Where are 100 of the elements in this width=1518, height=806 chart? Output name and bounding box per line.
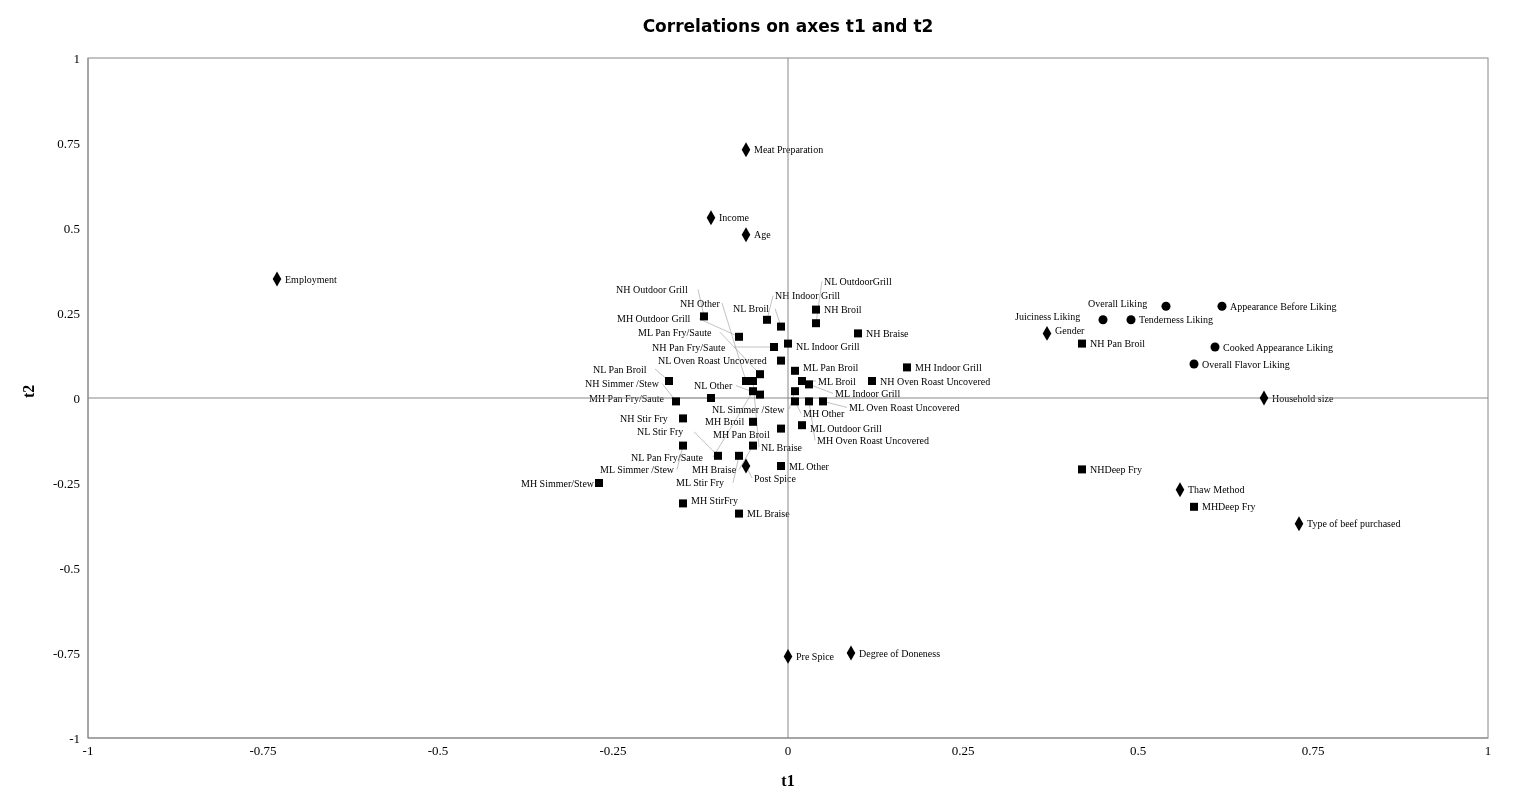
point <box>791 397 799 406</box>
annotation: MH Oven Roast Uncovered <box>817 434 929 446</box>
point <box>742 377 750 385</box>
point <box>735 509 743 518</box>
point <box>679 499 687 508</box>
y-axis-title: t2 <box>19 384 37 398</box>
annotation: NL OutdoorGrill <box>824 275 892 287</box>
annotation: NHDeep Fry <box>1090 463 1142 475</box>
point <box>1217 301 1227 311</box>
point <box>812 305 820 314</box>
y-tick-label: -0.75 <box>52 645 80 661</box>
x-tick-label: 0.25 <box>951 743 975 759</box>
y-tick-label: 0 <box>73 390 80 406</box>
y-tick-label: 1 <box>73 50 80 66</box>
point <box>854 329 862 338</box>
annotation: ML Other <box>789 460 830 472</box>
annotation: Overall Flavor Liking <box>1202 358 1290 370</box>
annotation: NH Stir Fry <box>620 412 668 424</box>
point <box>1161 301 1171 311</box>
point <box>749 417 757 426</box>
point <box>1210 342 1220 352</box>
point <box>777 322 785 331</box>
point <box>672 397 680 406</box>
y-tick-label: -0.5 <box>59 560 80 576</box>
point <box>805 397 813 406</box>
point <box>707 394 715 402</box>
chart-title: Correlations on axes t1 and t2 <box>641 16 935 36</box>
point <box>756 370 764 379</box>
annotation: NL Braise <box>761 441 803 453</box>
point <box>1189 359 1199 369</box>
annotation: NL Oven Roast Uncovered <box>658 355 767 367</box>
annotation: Juiciness Liking <box>1015 311 1081 323</box>
annotation: ML Stir Fry <box>676 477 724 489</box>
annotation: Cooked Appearance Liking <box>1223 341 1333 353</box>
annotation: ML Broil <box>818 375 856 387</box>
y-tick-label: 0.25 <box>57 305 80 321</box>
annotation: NL Indoor Grill <box>796 341 860 353</box>
annotation: ML Pan Broil <box>803 362 859 374</box>
point <box>819 397 827 406</box>
point <box>777 462 785 470</box>
annotation: MH Broil <box>705 416 745 428</box>
point <box>770 343 778 351</box>
annotation: Employment <box>285 273 337 285</box>
annotation: NL Broil <box>733 303 770 315</box>
annotation: ML Braise <box>747 508 791 520</box>
point <box>805 380 813 389</box>
x-axis-title: t1 <box>781 772 795 789</box>
point <box>868 377 876 385</box>
annotation: MH Pan Fry/Saute <box>589 392 665 404</box>
annotation: Household size <box>1272 392 1334 404</box>
x-tick-label: 0 <box>784 743 792 759</box>
point <box>798 377 806 385</box>
annotation: ML Indoor Grill <box>835 387 901 399</box>
point <box>791 387 799 396</box>
annotation: MH Braise <box>692 464 737 476</box>
annotation: MH Other <box>803 407 846 419</box>
point <box>1190 502 1198 511</box>
x-tick-label: 0.75 <box>1301 743 1325 759</box>
annotation: ML Pan Fry/Saute <box>638 326 713 338</box>
annotation: ML Oven Roast Uncovered <box>849 401 960 413</box>
point <box>749 387 757 396</box>
annotation: MH Simmer/Stew <box>521 477 595 489</box>
annotation: Appearance Before Liking <box>1230 300 1337 312</box>
point <box>777 424 785 433</box>
point <box>735 332 743 341</box>
annotation: ML Outdoor Grill <box>810 422 883 434</box>
point <box>812 319 820 328</box>
annotation: Income <box>719 212 750 224</box>
point <box>1126 315 1136 325</box>
annotation: NL Stir Fry <box>637 426 684 438</box>
annotation: NH Pan Broil <box>1090 338 1146 350</box>
point <box>679 441 687 450</box>
annotation: Age <box>754 229 772 241</box>
y-tick-label: 0.75 <box>57 135 80 151</box>
annotation: NL Simmer /Stew <box>712 403 786 415</box>
annotation: NH Indoor Grill <box>775 290 841 302</box>
annotation: Post Spice <box>754 472 797 484</box>
annotation: Overall Liking <box>1088 297 1148 309</box>
annotation: ML Simmer /Stew <box>600 464 675 476</box>
x-tick-label: 0.5 <box>1129 743 1147 759</box>
annotation: Tenderness Liking <box>1139 314 1214 326</box>
point <box>1078 339 1086 348</box>
point <box>756 390 764 399</box>
annotation: Degree of Doneness <box>859 647 941 659</box>
point <box>777 356 785 365</box>
x-tick-label: -0.25 <box>599 743 627 759</box>
point <box>700 312 708 321</box>
annotation: Thaw Method <box>1188 484 1245 496</box>
annotation: NL Pan Broil <box>593 363 647 375</box>
annotation: NL Other <box>694 380 733 392</box>
annotation: NH Simmer /Stew <box>585 377 660 389</box>
y-tick-label: 0.5 <box>63 220 80 236</box>
annotation: Gender <box>1055 324 1086 336</box>
y-tick-label: -0.25 <box>52 475 80 491</box>
annotation: MH Indoor Grill <box>915 361 982 373</box>
point <box>763 315 771 324</box>
annotation: Pre Spice <box>796 650 835 662</box>
annotation: MH StirFry <box>691 494 738 506</box>
point <box>679 414 687 423</box>
annotation: NH Other <box>680 297 721 309</box>
